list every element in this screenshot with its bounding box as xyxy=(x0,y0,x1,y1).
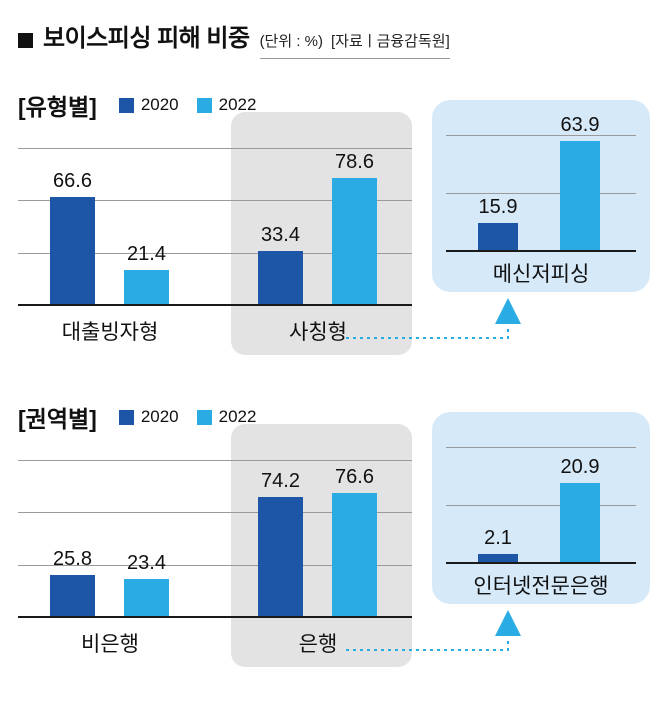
gridline xyxy=(18,460,412,461)
dotted-arrow-to-callout xyxy=(346,298,521,339)
category-label-loan-pretext: 대출빙자형 xyxy=(61,321,159,344)
section-label-by-type: [유형별] xyxy=(18,94,97,120)
bar-value: 2.1 xyxy=(484,527,512,549)
callout-plot: 15.9 63.9 xyxy=(446,100,636,252)
bar xyxy=(258,497,303,616)
bar xyxy=(560,483,600,562)
legend: 2020 2022 xyxy=(118,407,257,427)
legend: 2020 2022 xyxy=(118,95,257,115)
legend-swatch-2022 xyxy=(196,97,212,113)
bar-column-internet-bank-2020: 2.1 xyxy=(478,527,518,562)
chart-section-by-type: [유형별] 2020 2022 66.6 21 xyxy=(0,86,658,398)
bar xyxy=(332,178,377,304)
bar-column-messenger-2022: 63.9 xyxy=(560,114,600,250)
bar-value: 25.8 xyxy=(53,548,92,570)
bar-column-loan-pretext-2020: 66.6 xyxy=(50,170,95,304)
section-head: [권역별] 2020 2022 xyxy=(18,400,256,434)
arrow-head-icon xyxy=(495,610,521,636)
bar xyxy=(478,554,518,562)
category-label-impersonation: 사칭형 xyxy=(289,321,347,344)
gridline xyxy=(446,447,636,448)
unit-label: (단위 : %) xyxy=(259,33,323,50)
bar-column-non-bank-2020: 25.8 xyxy=(50,548,95,616)
bar xyxy=(50,575,95,616)
bar xyxy=(50,197,95,304)
header-subtitle: (단위 : %) [자료ㅣ금융감독원] xyxy=(259,30,450,59)
legend-label-2020: 2020 xyxy=(140,95,179,114)
bar-value: 63.9 xyxy=(560,114,600,136)
legend-swatch-2020 xyxy=(118,97,134,113)
bar-column-bank-2022: 76.6 xyxy=(332,466,377,616)
bar-column-bank-2020: 74.2 xyxy=(258,470,303,616)
category-label-messenger-phishing: 메신저피싱 xyxy=(492,263,590,286)
bar-value: 78.6 xyxy=(335,151,374,173)
legend-label-2022: 2022 xyxy=(218,95,257,114)
section-label-by-sector: [권역별] xyxy=(18,406,97,432)
gridline xyxy=(18,148,412,149)
gridline xyxy=(18,253,412,254)
bar xyxy=(478,223,518,250)
dotted-arrow-to-callout xyxy=(346,610,521,651)
category-label-bank: 은행 xyxy=(298,633,338,656)
section-head: [유형별] 2020 2022 xyxy=(18,88,256,122)
bar-column-impersonation-2020: 33.4 xyxy=(258,224,303,304)
category-label-internet-only-bank: 인터넷전문은행 xyxy=(473,575,609,598)
bar-value: 20.9 xyxy=(560,456,600,478)
legend-item-2022: 2022 xyxy=(196,95,257,115)
bar-value: 66.6 xyxy=(53,170,92,192)
gridline xyxy=(18,512,412,513)
bar xyxy=(332,493,377,616)
bar-column-messenger-2020: 15.9 xyxy=(478,196,518,250)
legend-label-2020: 2020 xyxy=(140,407,179,426)
title-bullet-icon xyxy=(18,33,33,48)
bar xyxy=(124,270,169,304)
plot-area-by-sector: 25.8 23.4 74.2 76.6 xyxy=(18,458,412,618)
bar-value: 15.9 xyxy=(478,196,518,218)
callout-internet-only-bank: 2.1 20.9 인터넷전문은행 xyxy=(432,412,650,604)
bar xyxy=(258,251,303,304)
bar-column-impersonation-2022: 78.6 xyxy=(332,151,377,304)
plot-area-by-type: 66.6 21.4 33.4 78.6 xyxy=(18,146,412,306)
bar xyxy=(124,579,169,616)
bar-value: 74.2 xyxy=(261,470,300,492)
gridline xyxy=(18,565,412,566)
legend-item-2022: 2022 xyxy=(196,407,257,427)
legend-swatch-2020 xyxy=(118,409,134,425)
arrow-head-icon xyxy=(495,298,521,324)
gridline xyxy=(18,200,412,201)
bar-value: 76.6 xyxy=(335,466,374,488)
source-label: [자료ㅣ금융감독원] xyxy=(331,33,450,50)
gridline xyxy=(446,505,636,506)
highlight-box-impersonation xyxy=(231,112,412,355)
callout-plot: 2.1 20.9 xyxy=(446,412,636,564)
category-label-non-bank: 비은행 xyxy=(81,633,139,656)
legend-item-2020: 2020 xyxy=(118,407,179,427)
legend-swatch-2022 xyxy=(196,409,212,425)
gridline xyxy=(446,193,636,194)
bar-column-internet-bank-2022: 20.9 xyxy=(560,456,600,562)
bar-value: 23.4 xyxy=(127,552,166,574)
callout-messenger-phishing: 15.9 63.9 메신저피싱 xyxy=(432,100,650,292)
bar-value: 33.4 xyxy=(261,224,300,246)
page-title: 보이스피싱 피해 비중 xyxy=(43,25,250,52)
bar-value: 21.4 xyxy=(127,243,166,265)
bar-column-loan-pretext-2022: 21.4 xyxy=(124,243,169,304)
header: 보이스피싱 피해 비중 (단위 : %) [자료ㅣ금융감독원] xyxy=(18,18,450,59)
bar-column-non-bank-2022: 23.4 xyxy=(124,552,169,616)
chart-section-by-sector: [권역별] 2020 2022 25.8 23 xyxy=(0,398,658,705)
legend-label-2022: 2022 xyxy=(218,407,257,426)
bar xyxy=(560,141,600,250)
gridline xyxy=(446,135,636,136)
legend-item-2020: 2020 xyxy=(118,95,179,115)
